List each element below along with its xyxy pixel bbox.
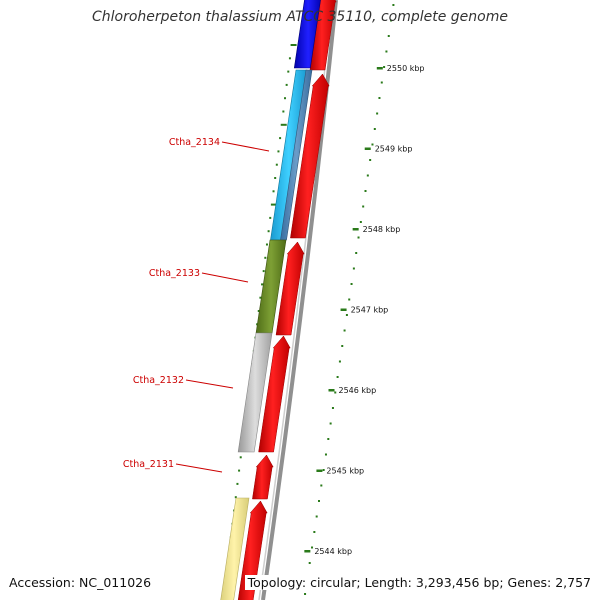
inner-ruler-dot — [238, 469, 241, 472]
ruler-major-tick — [328, 389, 335, 392]
ruler-dot — [331, 407, 334, 409]
ruler-dot — [324, 453, 327, 456]
ruler-tick-label: 2548 kbp — [363, 225, 401, 234]
ruler-dot — [355, 252, 358, 254]
ruler-major-tick — [376, 67, 383, 70]
cds-arrow — [275, 241, 305, 336]
ruler-dot — [359, 221, 362, 223]
inner-ruler-dot — [239, 456, 242, 459]
inner-ruler-dot — [279, 137, 282, 140]
inner-ruler-dot — [265, 243, 268, 246]
gene-block-grey — [237, 332, 273, 453]
inner-ruler-dot — [274, 177, 277, 179]
ruler-dot — [371, 143, 374, 146]
ruler-tick-label: 2547 kbp — [351, 306, 389, 315]
ruler-dot — [304, 593, 307, 595]
inner-ruler-dot — [262, 270, 265, 273]
ruler-dot — [366, 174, 369, 177]
gene-label-leader — [185, 379, 234, 389]
inner-ruler-dot — [275, 163, 278, 166]
ruler-dot — [376, 112, 379, 115]
cds-arrow — [252, 454, 274, 500]
ruler-dot — [364, 190, 367, 192]
gene-label: Ctha_2132 — [133, 375, 184, 386]
inner-ruler-dot — [287, 70, 290, 73]
ruler-dot — [348, 298, 351, 301]
accession-text: Accession: NC_011026 — [6, 575, 155, 590]
gene-label-leader — [221, 141, 270, 152]
ruler-dot — [320, 484, 323, 487]
inner-ruler-dot — [267, 230, 270, 233]
ruler-dot — [383, 66, 386, 68]
cds-arrow — [290, 73, 330, 239]
inner-ruler-dot — [280, 123, 287, 126]
ruler-dot — [352, 267, 355, 270]
ruler-dot — [362, 205, 365, 208]
inner-ruler-dot — [282, 110, 285, 113]
ruler-tick-label: 2550 kbp — [387, 64, 425, 73]
ruler-tick-label: 2545 kbp — [326, 467, 364, 476]
topology-text: Topology: circular; Length: 3,293,456 bp… — [244, 575, 594, 590]
inner-ruler-dot — [236, 482, 239, 485]
ruler-dot — [341, 345, 344, 347]
ruler-dot — [369, 159, 372, 161]
ruler-dot — [311, 546, 314, 549]
gene-block-khaki — [220, 497, 250, 600]
ruler-dot — [345, 314, 348, 316]
ruler-dot — [350, 283, 353, 285]
ruler-dot — [378, 97, 381, 99]
ruler-dot — [329, 422, 332, 425]
ruler-major-tick — [316, 469, 323, 472]
ruler-tick-label: 2544 kbp — [314, 547, 352, 556]
gene-label-leader — [175, 463, 223, 473]
label-layer: Ctha_2134 Ctha_2133 Ctha_2132 Ctha_2131 — [123, 137, 270, 473]
ruler-major-tick — [340, 308, 347, 311]
ruler-dot — [385, 50, 388, 53]
ruler-dot — [336, 376, 339, 378]
ruler-dot — [313, 531, 316, 533]
ruler-dot — [387, 35, 390, 37]
ruler-dot — [380, 81, 383, 84]
ruler-dot — [327, 438, 330, 440]
ruler-major-tick — [352, 228, 359, 231]
ruler-dot — [322, 469, 325, 471]
cds-arrow — [258, 335, 291, 453]
inner-ruler-dot — [285, 83, 288, 86]
ruler-dot — [357, 236, 360, 239]
ruler-dot — [318, 500, 320, 502]
feature-layer — [220, 0, 337, 600]
ruler-dot — [373, 128, 376, 130]
map-title: Chloroherpeton thalassium ATCC 35110, co… — [92, 9, 508, 25]
ruler-dot — [343, 329, 346, 332]
ruler-dot — [390, 19, 393, 22]
inner-ruler-dot — [277, 150, 280, 153]
ruler-tick-label: 2549 kbp — [375, 145, 413, 154]
ruler-dot — [315, 515, 318, 518]
inner-ruler-dot — [288, 57, 291, 60]
ruler-dot — [308, 562, 311, 564]
inner-ruler-dot — [234, 496, 237, 499]
ruler-dot — [392, 4, 395, 6]
inner-ruler-dot — [284, 97, 287, 100]
ruler-major-tick — [364, 147, 371, 150]
gene-label: Ctha_2131 — [123, 459, 174, 470]
inner-ruler-dot — [272, 190, 275, 193]
gene-label: Ctha_2134 — [169, 137, 220, 148]
inner-ruler-dot — [259, 296, 262, 299]
inner-ruler-dot — [270, 203, 277, 206]
inner-ruler-dot — [269, 216, 272, 219]
ruler-dot — [338, 360, 341, 363]
gene-label: Ctha_2133 — [149, 268, 200, 279]
ruler-tick-label: 2546 kbp — [339, 386, 377, 395]
gene-block-steel — [280, 69, 313, 241]
gene-block-blue — [293, 0, 321, 69]
ruler-dot — [334, 391, 337, 394]
gene-label-leader — [201, 272, 249, 283]
inner-ruler-dot — [257, 310, 260, 312]
inner-ruler-dot — [290, 44, 297, 46]
inner-ruler-dot — [264, 256, 267, 259]
ruler-major-tick — [304, 550, 311, 553]
